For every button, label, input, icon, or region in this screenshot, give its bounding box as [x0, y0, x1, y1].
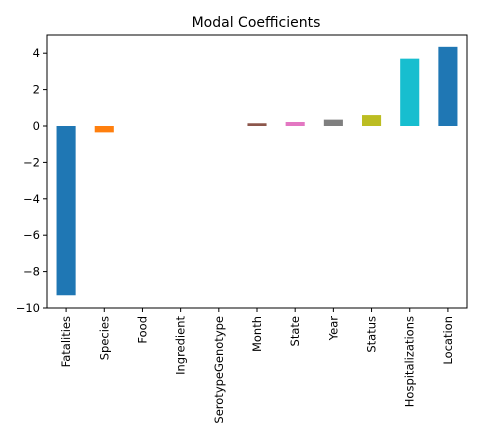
bar-fatalities: [56, 126, 76, 296]
x-tick-label: Hospitalizations: [403, 316, 417, 407]
bar-state: [285, 121, 305, 126]
y-tick-label: −2: [23, 155, 40, 169]
y-tick-label: 2: [33, 83, 40, 97]
x-tick-label: Fatalities: [59, 316, 73, 367]
x-tick-label: Location: [441, 316, 455, 365]
bars-group: [56, 46, 458, 296]
y-tick-label: −8: [23, 265, 40, 279]
x-tick-label: SerotypeGenotype: [212, 316, 226, 424]
bar-hospitalizations: [400, 58, 420, 126]
x-tick-label: Ingredient: [174, 316, 188, 375]
x-tick-label: Food: [135, 316, 149, 344]
bar-status: [362, 115, 382, 126]
y-tick-label: −4: [23, 192, 40, 206]
x-tick-label: Species: [97, 316, 111, 360]
bar-location: [438, 46, 458, 126]
chart-title: Modal Coefficients: [192, 15, 321, 31]
bar-year: [323, 119, 343, 126]
x-axis: Fatalities Species Food Ingredient SerotypeG…: [59, 308, 455, 424]
x-tick-label: State: [288, 316, 302, 346]
bar-species: [94, 126, 114, 133]
y-tick-label: 0: [33, 119, 40, 133]
y-tick-label: −6: [23, 228, 40, 242]
y-axis: −10 −8 −6 −4 −2 0 2 4: [16, 46, 47, 315]
x-tick-label: Year: [326, 316, 340, 342]
y-tick-label: −10: [16, 301, 40, 315]
y-tick-label: 4: [33, 46, 40, 60]
bar-month: [247, 123, 267, 126]
x-tick-label: Status: [365, 316, 379, 353]
plot-frame: [46, 34, 468, 309]
x-tick-label: Month: [250, 316, 264, 352]
